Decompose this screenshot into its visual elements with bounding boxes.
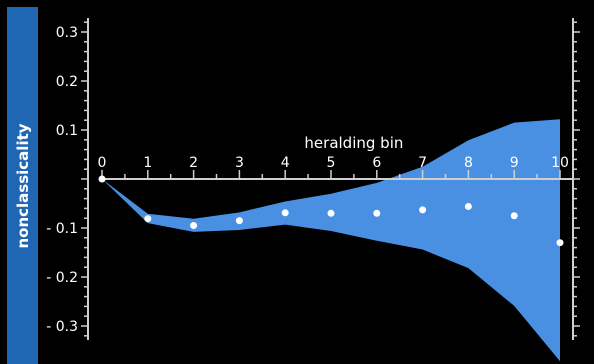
data-point [373,209,381,217]
x-tick-label: 5 [327,155,336,171]
x-axis-label: heralding bin [304,134,403,152]
y-tick-label: 0.3 [56,25,78,41]
data-point [98,175,106,183]
y-tick-label: - 0.1 [46,221,78,237]
x-tick-label: 7 [418,155,427,171]
y-axis-label: nonclassicality [13,122,32,249]
chart-plot-area: 0.3 0.2 0.1 - 0.1 - 0.2 - 0.3 0 1 2 3 4 5 6 7 8 9 10 hera… [46,18,580,362]
x-tick-label: 9 [510,155,519,171]
x-tick-label: 2 [189,155,198,171]
x-tick-label: 6 [372,155,381,171]
x-tick-label: 8 [464,155,473,171]
data-point [464,202,472,210]
data-point [235,217,243,225]
data-point [327,209,335,217]
data-point [419,206,427,214]
data-point [281,209,289,217]
x-tick-label: 10 [551,155,569,171]
x-tick-label: 3 [235,155,244,171]
x-tick-label: 1 [143,155,152,171]
y-axis-label-bar: nonclassicality [7,7,38,364]
x-tick-label: 4 [281,155,290,171]
data-point [510,212,518,220]
data-point [144,215,152,223]
y-tick-label: - 0.2 [46,270,78,286]
data-point [556,239,564,247]
y-tick-label: 0.1 [56,123,78,139]
x-tick-label: 0 [98,155,107,171]
y-tick-label: - 0.3 [46,319,78,335]
y-tick-label: 0.2 [56,74,78,90]
data-point [190,222,198,230]
